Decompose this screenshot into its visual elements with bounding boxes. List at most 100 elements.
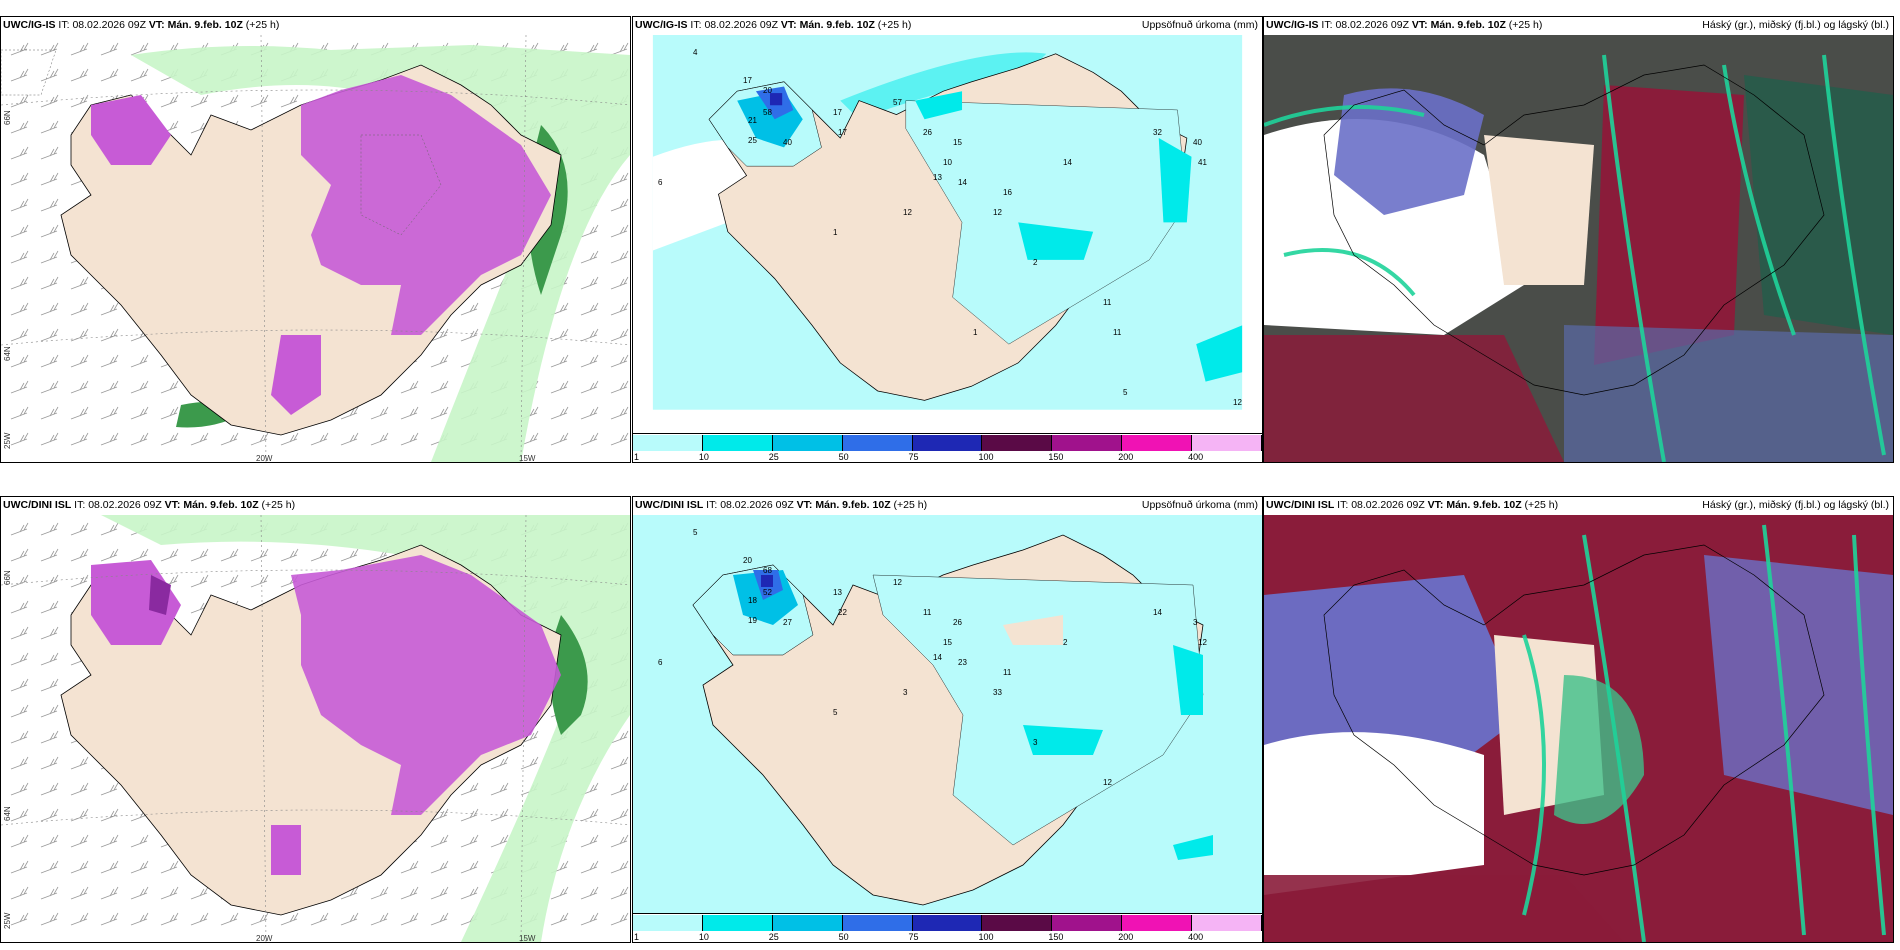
colorbar-label: 400 [1188,932,1204,942]
wind-barb [100,406,119,420]
wind-barb [70,406,89,420]
wind-barb [100,834,119,848]
wind-barb [280,912,299,926]
iceland-coast [1323,64,1825,396]
precip-value-label: 11 [1103,298,1112,307]
wind-barb [100,912,119,926]
wind-barb [70,302,89,316]
colorbar-swatch [633,915,703,931]
precip-colorbar: 1 10 25 50 75 100 150 200 400 [633,913,1262,942]
wind-barb [580,834,599,848]
wind-barb [10,834,29,848]
precip-value-label: 5 [1123,388,1128,397]
wind-barb [40,198,59,212]
wind-barb [40,276,59,290]
wind-barb [550,886,569,900]
lat-label-64n: 64N [3,346,12,361]
precip-value-label: 11 [1113,328,1122,337]
panel-title: UWC/IG-IS IT: 08.02.2026 09Z VT: Mán. 9.… [3,19,280,31]
precip-value-label: 14 [933,653,942,662]
wind-barb [10,808,29,822]
wind-barb [220,432,239,446]
wind-barb [40,678,59,692]
wind-barb [400,380,419,394]
precip-value-label: 12 [903,208,912,217]
wind-barb [220,912,239,926]
wind-barb [40,380,59,394]
wind-barb [130,886,149,900]
wind-barb [130,912,149,926]
colorbar-label: 75 [908,452,919,462]
precip-map [633,515,1262,915]
wind-barb [610,380,629,394]
wind-barb [40,302,59,316]
precip-value-label: 26 [923,128,932,137]
wind-barb [130,548,149,562]
wind-barb [40,224,59,238]
wind-barb [10,328,29,342]
wind-barb [10,522,29,536]
precip-value-label: 2 [1063,638,1068,647]
panel-subtitle: Háský (gr.), miðský (fj.bl.) og lágský (… [1702,19,1889,31]
colorbar-swatch [912,915,983,931]
wind-barb [490,808,509,822]
precip-value-label: 3 [903,688,908,697]
panel-title: UWC/IG-IS IT: 08.02.2026 09Z VT: Mán. 9.… [1266,19,1543,31]
wind-barb [10,120,29,134]
wind-barb [220,574,239,588]
wind-barb [10,704,29,718]
precip-value-label: 11 [923,608,932,617]
wind-barb [160,432,179,446]
colorbar-label: 50 [838,452,849,462]
wind-barb [100,380,119,394]
wind-barb [520,756,539,770]
wind-barb [70,432,89,446]
wind-barb [100,522,119,536]
colorbar-label: 25 [768,932,779,942]
precip-value-label: 13 [933,173,942,182]
wind-barb [70,522,89,536]
wind-barb [40,68,59,82]
precip-value-label: 20 [763,86,772,95]
precip-value-label: 16 [1003,188,1012,197]
wind-barb [550,432,569,446]
wind-barb [40,912,59,926]
panel-top-middle-precip: UWC/IG-IS IT: 08.02.2026 09Z VT: Mán. 9.… [632,16,1263,463]
wind-barb [280,94,299,108]
wind-barb [40,146,59,160]
wind-barb [610,328,629,342]
lat-label-66n: 66N [3,110,12,125]
wind-barb [100,354,119,368]
wind-barb [550,380,569,394]
wind-barb [70,94,89,108]
precip-value-label: 5 [693,528,698,537]
wind-barb [10,860,29,874]
precip-value-label: 12 [993,208,1002,217]
wind-barb [580,328,599,342]
wind-barb [610,198,629,212]
precip-value-label: 10 [943,158,952,167]
colorbar-swatch [772,435,843,451]
wind-barb [130,354,149,368]
wind-barb [100,808,119,822]
wind-barb [340,406,359,420]
panel-subtitle: Háský (gr.), miðský (fj.bl.) og lágský (… [1702,499,1889,511]
wind-barb [580,276,599,290]
wind-barb [580,432,599,446]
wind-barb [190,912,209,926]
wind-barb [430,886,449,900]
precip-value-label: 20 [743,556,752,565]
wind-barb [340,912,359,926]
wind-barb [280,432,299,446]
wind-barb [340,432,359,446]
colorbar-swatch [1192,435,1262,451]
wind-barb [40,808,59,822]
wind-barb [160,406,179,420]
wind-barb [610,406,629,420]
wind-barb [610,782,629,796]
colorbar-swatch [842,915,913,931]
wind-barb [610,730,629,744]
precip-value-label: 12 [1198,638,1207,647]
colorbar-label: 150 [1048,932,1064,942]
